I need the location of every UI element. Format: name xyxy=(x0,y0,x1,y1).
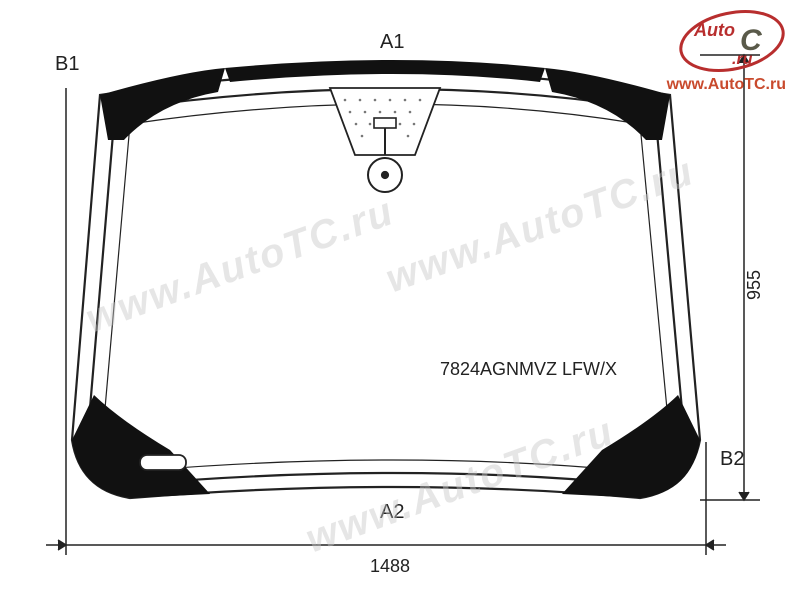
site-url: www.AutoTC.ru xyxy=(667,76,786,94)
label-b1: B1 xyxy=(55,53,79,75)
sensor-housing xyxy=(330,88,440,192)
label-a1: A1 xyxy=(380,31,404,53)
logo-ru: .ru xyxy=(732,51,753,68)
label-b2: B2 xyxy=(720,448,744,470)
label-height: 955 xyxy=(744,270,764,300)
vin-window xyxy=(140,455,186,470)
label-part: 7824AGNMVZ LFW/X xyxy=(440,359,617,379)
windshield-outline xyxy=(72,60,700,498)
label-width: 1488 xyxy=(370,556,410,576)
autotc-logo: Auto C .ru xyxy=(672,6,792,76)
label-a2: A2 xyxy=(380,501,404,523)
logo-auto: Auto xyxy=(693,20,735,40)
